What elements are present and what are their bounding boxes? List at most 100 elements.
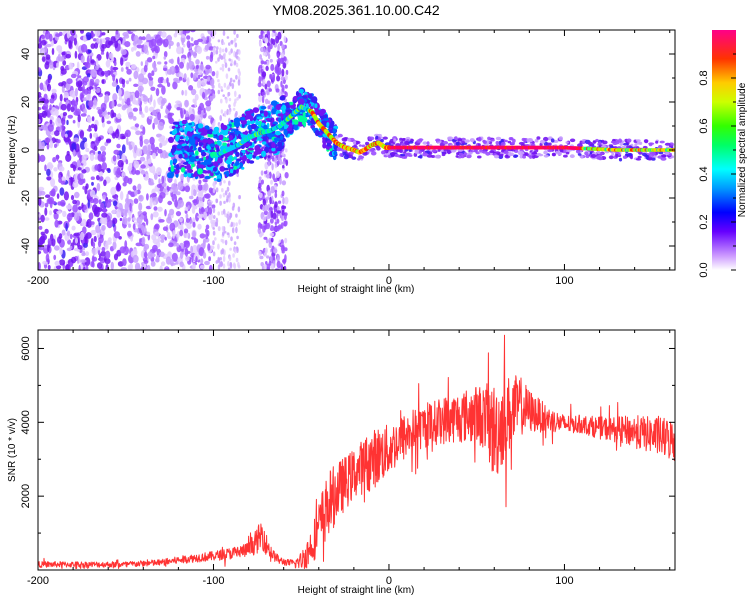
- spectrogram-noise-cell: [262, 79, 266, 86]
- spectrogram-noise-cell: [60, 103, 67, 111]
- spectrogram-energy-cell: [370, 148, 374, 152]
- spectrogram-noise-cell: [82, 186, 86, 190]
- snr-xtick-label: -200: [27, 575, 49, 587]
- spectrogram-noise-cell: [160, 234, 166, 240]
- spectrogram-noise-cell: [44, 164, 47, 172]
- spectrogram-noise-cell: [91, 181, 94, 186]
- spectrogram-energy-cell: [500, 141, 506, 147]
- spectrogram-noise-cell: [272, 38, 276, 46]
- spectrogram-noise-cell: [126, 137, 129, 146]
- spectrogram-noise-cell: [55, 117, 62, 127]
- spectrogram-noise-cell: [122, 182, 127, 187]
- spectrogram-noise-cell: [184, 99, 189, 108]
- spectrogram-noise-cell: [234, 90, 237, 98]
- spectrogram-noise-cell: [140, 164, 146, 169]
- spectrogram-noise-cell: [54, 219, 59, 228]
- spectrogram-noise-cell: [195, 59, 200, 65]
- spectrogram-noise-cell: [86, 218, 92, 228]
- spectrogram-energy-cell: [477, 143, 481, 147]
- spectrogram-noise-cell: [172, 230, 176, 239]
- spectrogram-energy-cell: [247, 147, 255, 151]
- spectrogram-noise-cell: [78, 206, 82, 211]
- spectrogram-noise-cell: [114, 129, 120, 139]
- spectrogram-noise-cell: [116, 182, 121, 191]
- spectrogram-noise-cell: [235, 111, 238, 116]
- spectrogram-noise-cell: [101, 151, 107, 157]
- spectrogram-energy-cell: [206, 170, 212, 174]
- spectrogram-noise-cell: [219, 257, 222, 261]
- spectrogram-noise-cell: [192, 230, 197, 238]
- spectrogram-noise-cell: [179, 251, 184, 259]
- spectrogram-noise-cell: [100, 145, 106, 152]
- spectrogram-noise-cell: [131, 64, 137, 69]
- spectrogram-energy-cell: [169, 159, 173, 166]
- spectrogram-energy-cell: [189, 138, 196, 146]
- spectrogram-noise-cell: [56, 210, 62, 215]
- spectrogram-energy-cell: [184, 128, 188, 134]
- spectrogram-noise-cell: [218, 226, 221, 232]
- spectrogram-noise-cell: [259, 223, 263, 229]
- spectrogram-noise-cell: [219, 200, 222, 206]
- snr-frame: [37, 329, 676, 571]
- spectrogram-noise-cell: [235, 213, 238, 218]
- spectrogram-energy-cell: [261, 150, 267, 158]
- spectrogram-noise-cell: [86, 93, 92, 101]
- spectrogram-noise-cell: [120, 49, 127, 56]
- spectrogram-noise-cell: [52, 157, 57, 163]
- spectrogram-noise-cell: [153, 99, 156, 108]
- spectrogram-noise-cell: [262, 198, 266, 206]
- spectrogram-noise-cell: [267, 190, 272, 197]
- spectrogram-energy-cell: [638, 151, 643, 155]
- spectrogram-noise-cell: [177, 199, 184, 208]
- spectrogram-energy-cell: [233, 165, 238, 170]
- spectrogram-noise-cell: [263, 210, 268, 216]
- spectrogram-noise-cell: [54, 108, 59, 117]
- spectrogram-noise-cell: [202, 178, 208, 183]
- snr-xtick-label: 0: [386, 575, 392, 587]
- spectrogram-noise-cell: [110, 261, 114, 270]
- spectrogram-noise-cell: [281, 84, 285, 93]
- spectrogram-energy-cell: [175, 164, 180, 170]
- spectrogram-energy-cell: [176, 128, 180, 132]
- spectrogram-noise-cell: [157, 83, 163, 88]
- spectrogram-energy-cell: [229, 134, 233, 140]
- spectrogram-energy-cell: [534, 138, 539, 143]
- spectrogram-noise-cell: [266, 196, 270, 200]
- spectrogram-noise-cell: [128, 77, 132, 82]
- spectrogram-noise-cell: [175, 79, 181, 84]
- spectrogram-noise-cell: [227, 267, 231, 270]
- spectrogram-noise-cell: [223, 180, 226, 184]
- spectrogram-noise-cell: [63, 91, 69, 99]
- spectrogram-energy-cell: [176, 144, 182, 149]
- spectrogram-energy-cell: [227, 156, 233, 161]
- spectrogram-noise-cell: [137, 211, 142, 215]
- spectrogram-noise-cell: [283, 220, 288, 227]
- spectrogram-noise-cell: [192, 51, 197, 59]
- spectrogram-energy-cell: [178, 153, 183, 159]
- spectrogram-energy-cell: [175, 124, 179, 128]
- spectrogram-noise-cell: [176, 243, 180, 248]
- spectrogram-energy-cell: [235, 160, 240, 166]
- spectrogram-noise-cell: [228, 197, 231, 203]
- spectrogram-noise-cell: [84, 61, 91, 69]
- spectrogram-noise-cell: [183, 231, 189, 239]
- spectrogram-noise-cell: [259, 40, 262, 47]
- spectrogram-noise-cell: [53, 254, 57, 261]
- spectrogram-noise-cell: [157, 61, 162, 65]
- spectrogram-energy-cell: [303, 117, 308, 123]
- spectrogram-noise-cell: [81, 202, 84, 209]
- spectrogram-noise-cell: [221, 48, 225, 53]
- spectrogram-energy-cell: [172, 158, 178, 164]
- spectrogram-noise-cell: [197, 223, 202, 230]
- spectrogram-noise-cell: [112, 241, 117, 250]
- spectrogram-noise-cell: [147, 264, 151, 270]
- spectrogram-noise-cell: [167, 213, 171, 221]
- spectrogram-noise-cell: [47, 75, 51, 84]
- spectrogram-energy-cell: [596, 150, 601, 154]
- spectrogram-noise-cell: [172, 81, 178, 90]
- spectrogram-noise-cell: [47, 238, 51, 246]
- spectrogram-noise-cell: [220, 261, 224, 267]
- spectrogram-noise-cell: [179, 229, 184, 237]
- spectrogram-marks: [38, 30, 675, 270]
- spectrogram-noise-cell: [99, 256, 105, 264]
